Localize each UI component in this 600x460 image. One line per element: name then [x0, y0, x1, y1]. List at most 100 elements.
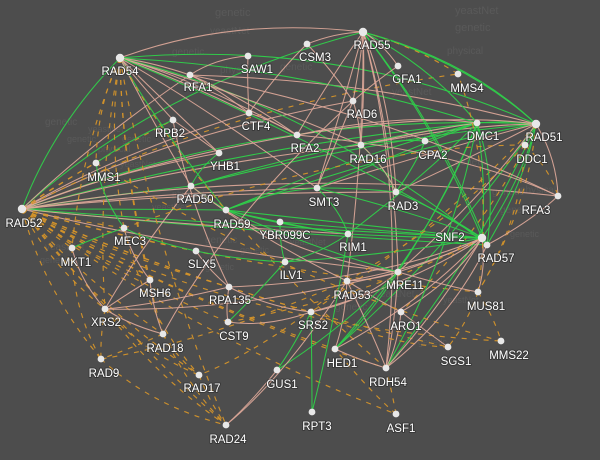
edge-physical	[189, 74, 559, 197]
edge-genetic	[227, 237, 483, 323]
edge-physical	[104, 271, 399, 310]
watermark-text: yeastNet	[88, 124, 124, 134]
node-rad6[interactable]	[349, 97, 357, 105]
node-rad16[interactable]	[357, 141, 365, 149]
edge-coexpression	[225, 209, 399, 273]
node-mkt1[interactable]	[68, 244, 76, 252]
node-rdh54[interactable]	[382, 364, 390, 372]
edge-physical	[119, 57, 362, 146]
node-mms4[interactable]	[454, 70, 462, 78]
node-label-ctf4: CTF4	[242, 121, 271, 133]
node-saw1[interactable]	[244, 52, 252, 60]
edge-coexpression	[279, 221, 349, 235]
node-asf1[interactable]	[392, 410, 400, 418]
edge-coexpression	[316, 187, 483, 239]
node-gfa1[interactable]	[394, 62, 402, 70]
watermark-text: yeastNet	[375, 289, 415, 300]
node-ctf4[interactable]	[245, 109, 253, 117]
node-rpt3[interactable]	[308, 408, 316, 416]
node-rad59[interactable]	[222, 206, 230, 214]
edge-coexpression	[316, 187, 397, 193]
edge-physical	[346, 280, 387, 369]
node-label-rfa3: RFA3	[522, 205, 551, 217]
node-label-mre11: MRE11	[386, 280, 424, 292]
edge-physical	[486, 195, 559, 246]
node-gus1[interactable]	[273, 366, 281, 374]
node-ilv1[interactable]	[281, 258, 289, 266]
node-sgs1[interactable]	[444, 343, 452, 351]
node-rad53[interactable]	[343, 277, 351, 285]
edge-genetic	[95, 57, 121, 164]
edge-coexpression	[21, 208, 227, 211]
node-rad57[interactable]	[483, 241, 491, 249]
edge-physical	[21, 152, 220, 210]
node-csm3[interactable]	[303, 40, 311, 48]
node-ddc1[interactable]	[521, 141, 529, 149]
node-mec3[interactable]	[120, 224, 128, 232]
edge-coexpression	[119, 57, 227, 211]
edge-genetic	[457, 73, 484, 293]
node-rad55[interactable]	[358, 27, 368, 37]
node-mms1[interactable]	[92, 159, 100, 167]
edge-coexpression	[476, 122, 491, 246]
node-rpb2[interactable]	[169, 116, 177, 124]
node-label-rpb2: RPB2	[155, 128, 185, 140]
node-slx5[interactable]	[192, 247, 200, 255]
node-label-rfa2: RFA2	[291, 143, 320, 155]
edge-physical	[21, 74, 191, 210]
edge-physical	[21, 182, 559, 210]
node-ybr099c[interactable]	[276, 218, 284, 226]
edge-genetic	[310, 311, 449, 348]
node-smt3[interactable]	[313, 184, 321, 192]
watermark-text: yeastNet	[345, 322, 381, 332]
node-rfa2[interactable]	[293, 131, 301, 139]
node-rad3[interactable]	[392, 188, 400, 196]
node-rad17[interactable]	[195, 371, 203, 379]
node-label-rdh54: RDH54	[369, 377, 407, 389]
edge-physical	[334, 348, 387, 369]
node-hed1[interactable]	[331, 345, 339, 353]
node-cst9[interactable]	[224, 318, 232, 326]
watermark-text: physical	[220, 65, 256, 76]
edge-physical	[162, 100, 354, 335]
node-rim1[interactable]	[344, 230, 352, 238]
node-label-layer: RAD54 RFA1 SAW1 CSM3 RAD55 GFA1 MMS4 RPB2 CTF4 RA…	[4, 39, 563, 447]
watermark-text: genetic	[455, 157, 487, 168]
node-xrs2[interactable]	[101, 305, 109, 313]
edge-genetic	[100, 280, 348, 360]
node-label-rad9: RAD9	[89, 368, 120, 380]
node-label-hed1: HED1	[327, 358, 358, 370]
node-label-rad52: RAD52	[5, 218, 42, 230]
edge-genetic	[100, 358, 227, 426]
node-layer[interactable]	[17, 27, 562, 429]
node-snf2[interactable]	[477, 233, 487, 243]
node-rad24[interactable]	[222, 421, 230, 429]
edge-physical	[316, 100, 354, 189]
edge-coexpression	[225, 187, 318, 211]
node-rad9[interactable]	[97, 355, 105, 363]
node-rfa3[interactable]	[554, 192, 562, 200]
edge-genetic	[104, 308, 200, 376]
node-mre11[interactable]	[394, 268, 402, 276]
node-msh6[interactable]	[146, 276, 154, 284]
node-mus81[interactable]	[474, 288, 482, 296]
edge-physical	[334, 237, 483, 350]
edge-physical	[104, 185, 192, 310]
node-cpa2[interactable]	[421, 137, 429, 145]
node-rad54[interactable]	[115, 53, 125, 63]
node-srs2[interactable]	[307, 308, 315, 316]
node-rad18[interactable]	[159, 330, 167, 338]
node-rad52[interactable]	[17, 204, 27, 214]
edge-genetic	[21, 208, 230, 288]
node-rfa1[interactable]	[186, 71, 194, 79]
node-label-rad17: RAD17	[183, 383, 220, 395]
node-yhb1[interactable]	[215, 149, 223, 157]
watermark-text: yeastNet	[152, 202, 188, 212]
node-mms22[interactable]	[497, 337, 505, 345]
node-rad50[interactable]	[187, 182, 195, 190]
node-rpa135[interactable]	[225, 283, 233, 291]
node-aro1[interactable]	[397, 308, 405, 316]
node-dmc1[interactable]	[473, 119, 481, 127]
node-rad51[interactable]	[531, 119, 541, 129]
